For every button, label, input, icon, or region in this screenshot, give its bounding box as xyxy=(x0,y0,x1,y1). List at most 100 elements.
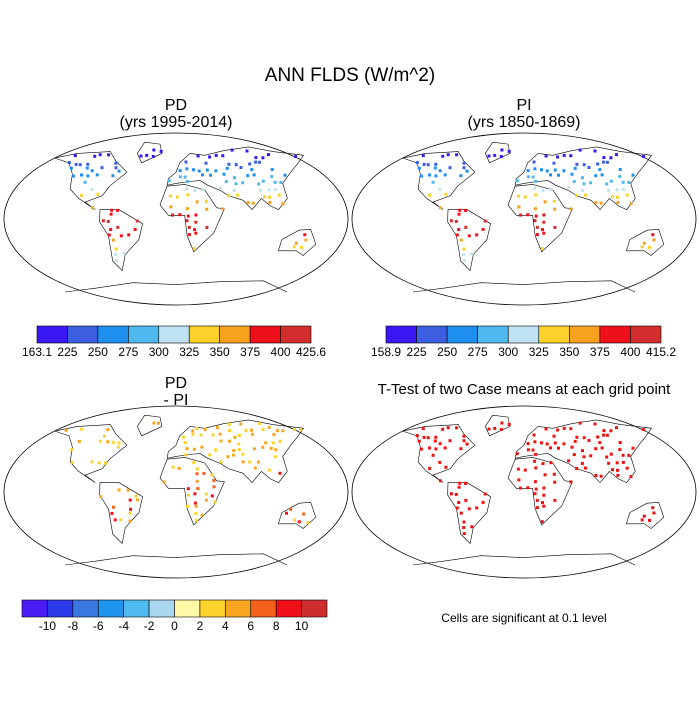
grid-cell xyxy=(109,228,113,231)
grid-cell xyxy=(552,199,556,203)
colorbar-label: 6 xyxy=(247,619,254,633)
grid-cell xyxy=(201,188,205,192)
map-border xyxy=(3,405,349,579)
grid-cell xyxy=(438,479,442,483)
colorbar-label: -8 xyxy=(67,619,78,633)
grid-cell xyxy=(533,186,537,190)
grid-cell xyxy=(587,166,591,169)
grid-cell xyxy=(582,436,586,440)
grid-cell xyxy=(462,526,466,529)
grid-cell xyxy=(581,176,584,180)
colorbar-label: 250 xyxy=(88,345,108,359)
grid-cell xyxy=(542,504,546,508)
grid-cell xyxy=(462,166,466,170)
grid-cell xyxy=(135,498,139,502)
grid-cell xyxy=(448,166,452,170)
grid-cell xyxy=(516,467,520,471)
grid-cell xyxy=(534,193,538,197)
grid-cell xyxy=(234,182,238,186)
panel-title: PD xyxy=(165,97,187,114)
grid-cell xyxy=(523,468,527,472)
grid-cell xyxy=(214,448,218,452)
grid-cell xyxy=(111,440,115,444)
grid-cell xyxy=(162,480,166,484)
grid-cell xyxy=(232,189,236,192)
grid-cell xyxy=(191,432,195,436)
grid-cell xyxy=(616,473,620,477)
grid-cell xyxy=(83,180,87,184)
grid-cell xyxy=(187,225,191,229)
grid-cell xyxy=(101,219,105,223)
grid-cell xyxy=(119,234,123,238)
coastline xyxy=(53,424,128,483)
grid-cell xyxy=(205,168,209,172)
grid-cell xyxy=(542,231,546,235)
grid-cell xyxy=(237,434,241,437)
grid-cell xyxy=(455,506,459,510)
grid-cell xyxy=(493,153,497,157)
grid-cell xyxy=(493,426,497,430)
grid-cell xyxy=(178,169,182,173)
grid-cell xyxy=(80,427,84,431)
grid-cell xyxy=(428,173,431,177)
map-border xyxy=(351,405,697,579)
panel-subtitle: (yrs 1995-2014) xyxy=(120,114,233,131)
grid-cell xyxy=(562,169,566,173)
grid-cell xyxy=(434,162,438,166)
map xyxy=(3,132,349,306)
grid-cell xyxy=(281,429,285,433)
grid-cell xyxy=(598,441,602,445)
grid-cell xyxy=(557,446,560,450)
grid-cell xyxy=(294,241,298,245)
grid-cell xyxy=(226,455,230,459)
grid-cell xyxy=(438,187,442,191)
grid-cell xyxy=(182,435,186,439)
grid-cell xyxy=(615,188,619,192)
grid-cell xyxy=(224,180,228,184)
grid-cell xyxy=(114,247,118,251)
grid-cell xyxy=(122,252,126,256)
grid-cell xyxy=(631,446,635,450)
grid-cell xyxy=(556,155,560,159)
grid-cell xyxy=(607,461,611,465)
grid-cell xyxy=(438,460,442,464)
grid-cell xyxy=(426,436,430,440)
grid-cell xyxy=(578,148,582,152)
grid-cell xyxy=(475,233,479,237)
coastline xyxy=(277,501,317,529)
grid-cell xyxy=(575,194,579,197)
grid-cell xyxy=(540,441,543,445)
colorbar-label: -2 xyxy=(144,619,155,633)
grid-cell xyxy=(203,428,207,431)
grid-cell xyxy=(438,206,442,210)
grid-cell xyxy=(602,156,606,160)
coastline xyxy=(412,553,636,566)
colorbar-label: 10 xyxy=(295,619,309,633)
grid-cell xyxy=(93,154,97,158)
grid-cell xyxy=(621,180,625,184)
grid-cell xyxy=(582,182,586,186)
grid-cell xyxy=(252,447,256,451)
grid-cell xyxy=(169,205,173,209)
colorbar-label: 163.1 xyxy=(22,345,52,359)
grid-cell xyxy=(629,202,633,206)
grid-cell xyxy=(104,461,108,465)
grid-cell xyxy=(419,447,423,451)
grid-cell xyxy=(532,433,536,437)
colorbar-box xyxy=(97,325,129,344)
colorbar-label: 225 xyxy=(407,345,427,359)
grid-cell xyxy=(196,154,200,158)
colorbar-box xyxy=(128,325,160,344)
grid-cell xyxy=(78,163,82,167)
grid-cell xyxy=(277,193,281,197)
grid-cell xyxy=(244,428,248,432)
grid-cell xyxy=(449,492,453,496)
grid-cell xyxy=(438,442,442,446)
coastline xyxy=(514,146,653,211)
grid-cell xyxy=(507,149,511,153)
grid-cell xyxy=(557,173,560,177)
grid-cell xyxy=(517,205,521,209)
grid-cell xyxy=(117,441,121,445)
grid-cell xyxy=(73,154,77,158)
grid-cell xyxy=(201,173,204,177)
